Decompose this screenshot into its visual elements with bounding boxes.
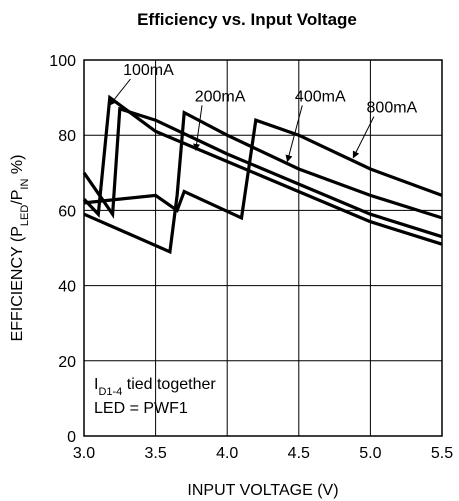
y-tick-label: 40 [58, 279, 76, 296]
series-label-200ma: 200mA [195, 88, 246, 105]
y-axis-label: EFFICIENCY (PLED/PIN %) [9, 155, 31, 342]
y-tick-label: 60 [58, 203, 76, 220]
y-tick-labels: 0 20 40 60 80 100 [49, 53, 76, 446]
series-label-800ma: 800mA [367, 100, 418, 117]
series-line-800ma [83, 118, 443, 221]
series-label-400ma: 400mA [295, 88, 346, 105]
y-axis-label-main: EFFICIENCY (P [9, 226, 26, 341]
x-tick-label: 5.0 [359, 445, 381, 462]
y-tick-label: 80 [58, 128, 76, 145]
y-axis-label-mid: /P [9, 190, 26, 205]
series-line-100ma [82, 94, 443, 246]
series-lines [82, 94, 443, 255]
y-axis-label-end: %) [9, 155, 26, 179]
x-tick-label: 3.5 [144, 445, 166, 462]
y-tick-label: 0 [67, 429, 76, 446]
annotation-i: I [94, 376, 98, 393]
x-axis-label: INPUT VOLTAGE (V) [187, 482, 338, 499]
series-label-arrow [193, 105, 203, 151]
series-label-arrow [285, 105, 303, 163]
annotation-line-2: LED = PWF1 [94, 400, 188, 417]
y-tick-label: 100 [49, 53, 76, 70]
annotation-rest: tied together [122, 376, 216, 393]
x-tick-label: 4.0 [216, 445, 238, 462]
series-label-arrow [352, 116, 375, 159]
annotation-subscript: D1-4 [98, 386, 122, 398]
y-axis-label-sub-led: LED [19, 205, 31, 226]
x-tick-label: 3.0 [73, 445, 95, 462]
y-axis-label-sub-in: IN [19, 179, 31, 190]
series-label-100ma: 100mA [123, 62, 174, 79]
series-label-arrow [109, 78, 131, 106]
chart-title: Efficiency vs. Input Voltage [137, 10, 357, 29]
annotation-line-1: ID1-4 tied together [94, 376, 216, 398]
series-line-200ma [82, 106, 443, 239]
x-tick-label: 5.5 [431, 445, 453, 462]
x-tick-label: 4.5 [288, 445, 310, 462]
plot-frame [83, 59, 443, 437]
series-line-400ma [83, 110, 443, 255]
y-tick-label: 20 [58, 354, 76, 371]
x-tick-labels: 3.0 3.5 4.0 4.5 5.0 5.5 [73, 445, 453, 462]
series-labels: 100mA 200mA 400mA 800mA [109, 62, 418, 163]
